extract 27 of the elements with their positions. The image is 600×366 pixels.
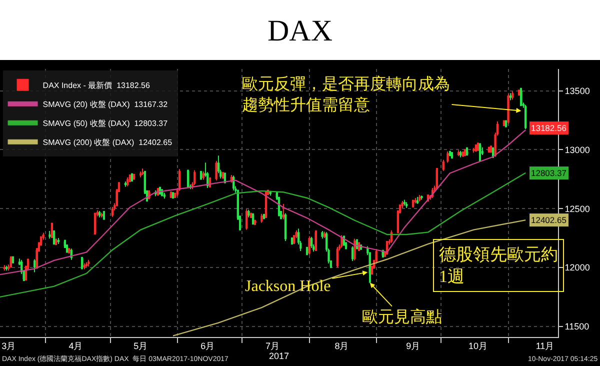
x-tick-label: 4月 xyxy=(68,340,83,351)
x-tick-label: 6月 xyxy=(200,340,215,351)
annotation: Jackson Hole xyxy=(245,278,331,295)
x-tick-label: 10月 xyxy=(468,340,488,351)
data-label: 12402.65 xyxy=(531,215,567,225)
data-label: 12803.37 xyxy=(531,168,567,178)
x-tick-label: 7月 xyxy=(266,340,280,351)
y-tick-label: 11500 xyxy=(564,322,590,332)
x-tick-label: 5月 xyxy=(134,340,148,351)
y-tick-label: 13000 xyxy=(564,144,590,155)
chart-title: DAX xyxy=(268,14,333,48)
legend-label: SMAVG (20) 收盤 (DAX) 13167.32 xyxy=(42,100,168,109)
legend-label: SMAVG (50) 收盤 (DAX) 12803.37 xyxy=(42,118,168,128)
legend-label: SMAVG (200) 收盤 (DAX) 12402.65 xyxy=(42,138,173,147)
y-tick-label: 12500 xyxy=(564,204,590,214)
y-tick-label: 12000 xyxy=(564,262,590,273)
x-tick-label: 3月 xyxy=(2,340,16,351)
x-axis-title: 2017 xyxy=(268,350,290,361)
annotation: 歐元見高點 xyxy=(362,308,442,326)
annotation: 歐元反彈，是否再度轉向成為趨勢性升值需留意 xyxy=(242,75,450,114)
x-tick-label: 8月 xyxy=(334,340,349,351)
x-tick-label: 11月 xyxy=(536,340,554,351)
x-tick-label: 9月 xyxy=(406,340,420,351)
annotation: 德股領先歐元約1週 xyxy=(439,245,558,286)
text: 13182.56 xyxy=(531,123,566,133)
y-tick-label: 13500 xyxy=(564,86,590,96)
legend-label: DAX Index - 最新價 13182.56 xyxy=(42,80,151,90)
